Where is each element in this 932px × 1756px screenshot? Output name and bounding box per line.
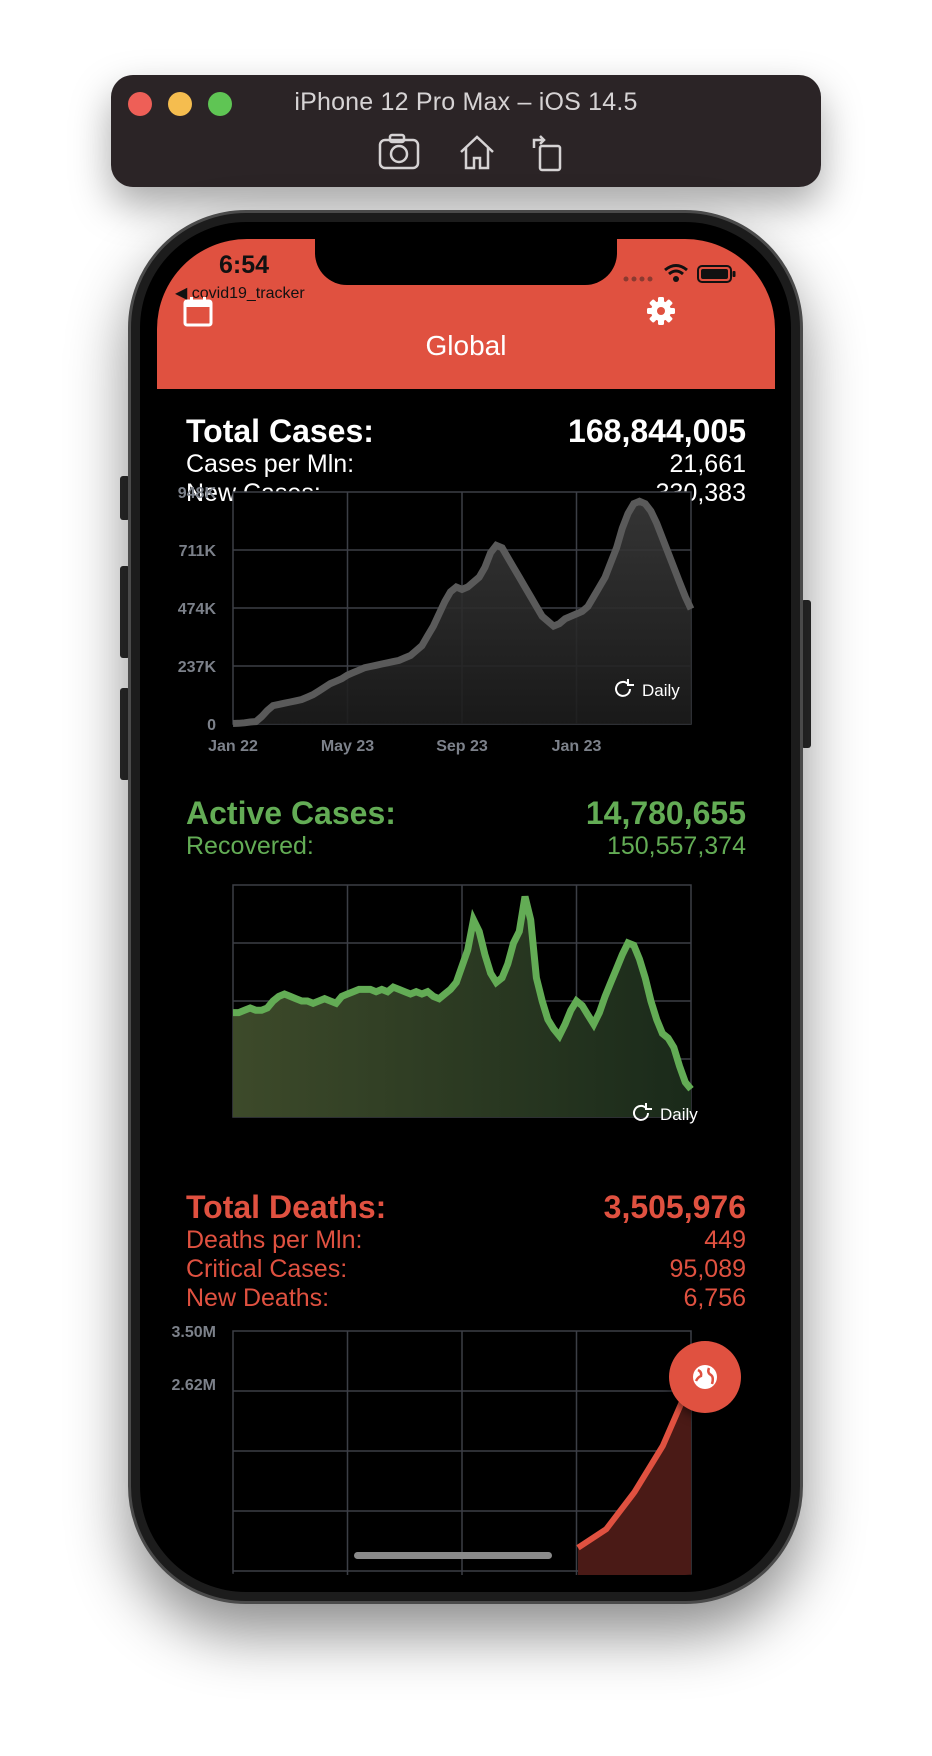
total-deaths-value: 3,505,976 bbox=[603, 1189, 746, 1225]
y-tick-label: 0 bbox=[207, 717, 216, 734]
volume-down-button bbox=[120, 688, 130, 780]
globe-icon bbox=[693, 1365, 717, 1389]
refresh-icon bbox=[633, 1103, 652, 1121]
total-deaths-label: Total Deaths: bbox=[186, 1189, 387, 1225]
new-deaths-label: New Deaths: bbox=[186, 1284, 330, 1312]
total-cases-chart[interactable]: 0 237K 474K 711K 948K Jan 22 May 23 Sep 23 Jan … bbox=[157, 239, 775, 799]
deaths-area bbox=[578, 1381, 691, 1575]
deaths-per-mln-label: Deaths per Mln: bbox=[186, 1226, 363, 1254]
x-tick-label: Jan 22 bbox=[208, 738, 258, 755]
back-to-app-link[interactable]: ◀ covid19_tracker bbox=[175, 285, 305, 302]
y-tick-label: 2.62M bbox=[172, 1377, 216, 1394]
cases-per-mln-label: Cases per Mln: bbox=[186, 450, 355, 478]
x-tick-label: May 23 bbox=[321, 738, 374, 755]
deaths-line bbox=[576, 1379, 694, 1551]
y-tick-label: 711K bbox=[179, 543, 217, 560]
signal-dots-icon bbox=[623, 276, 653, 282]
y-tick-label: 237K bbox=[178, 659, 217, 676]
x-tick-label: Jan 23 bbox=[552, 738, 602, 755]
deaths-per-mln-value: 449 bbox=[704, 1226, 746, 1254]
power-button bbox=[801, 600, 811, 748]
cases-per-mln-value: 21,661 bbox=[669, 450, 746, 478]
cases-summary: Total Cases: 168,844,005 Cases per Mln: … bbox=[186, 413, 746, 508]
home-icon[interactable] bbox=[457, 132, 497, 172]
cases-area bbox=[233, 501, 691, 724]
mute-switch bbox=[120, 476, 130, 520]
deaths-summary: Total Deaths: 3,505,976 Deaths per Mln: … bbox=[186, 1189, 746, 1313]
active-cases-chart[interactable]: Daily bbox=[157, 239, 775, 1199]
y-tick-label: 474K bbox=[178, 601, 217, 618]
total-cases-value: 168,844,005 bbox=[568, 413, 746, 449]
rotate-icon[interactable] bbox=[530, 132, 566, 172]
total-deaths-chart[interactable]: 2.62M 3.50M bbox=[157, 239, 775, 1575]
minimize-window-button[interactable] bbox=[168, 92, 192, 116]
global-view-button[interactable] bbox=[669, 1341, 741, 1413]
cases-line bbox=[232, 497, 695, 727]
daily-toggle-label: Daily bbox=[660, 1105, 698, 1124]
simulator-title: iPhone 12 Pro Max – iOS 14.5 bbox=[294, 88, 638, 116]
new-deaths-value: 6,756 bbox=[683, 1284, 746, 1312]
y-tick-label: 3.50M bbox=[172, 1324, 216, 1341]
calendar-icon[interactable] bbox=[183, 297, 213, 327]
refresh-icon bbox=[615, 679, 634, 697]
daily-toggle[interactable]: Daily bbox=[615, 679, 680, 700]
recovered-value: 150,557,374 bbox=[606, 832, 746, 860]
settings-gear-icon[interactable] bbox=[647, 297, 675, 325]
y-tick-label: 948K bbox=[178, 485, 217, 502]
critical-cases-label: Critical Cases: bbox=[186, 1255, 348, 1283]
volume-up-button bbox=[120, 566, 130, 658]
page-title: Global bbox=[425, 330, 507, 361]
total-cases-label: Total Cases: bbox=[186, 413, 374, 449]
active-cases-label: Active Cases: bbox=[186, 795, 396, 831]
critical-cases-value: 95,089 bbox=[669, 1255, 746, 1283]
active-cases-value: 14,780,655 bbox=[585, 795, 746, 831]
notch bbox=[315, 239, 617, 285]
active-summary: Active Cases: 14,780,655 Recovered: 150,… bbox=[186, 795, 746, 861]
home-indicator[interactable] bbox=[354, 1552, 552, 1559]
x-tick-label: Sep 23 bbox=[436, 738, 488, 755]
zoom-window-button[interactable] bbox=[208, 92, 232, 116]
close-window-button[interactable] bbox=[128, 92, 152, 116]
wifi-icon bbox=[664, 264, 688, 282]
daily-toggle[interactable]: Daily bbox=[633, 1103, 698, 1124]
status-time: 6:54 bbox=[219, 251, 270, 279]
active-line bbox=[233, 895, 694, 1092]
battery-icon bbox=[697, 265, 736, 283]
recovered-label: Recovered: bbox=[186, 832, 314, 860]
active-area bbox=[233, 896, 691, 1117]
app-screen: 6:54 ◀ covid19_tracker Global bbox=[157, 239, 775, 1575]
daily-toggle-label: Daily bbox=[642, 681, 680, 700]
screenshot-icon[interactable] bbox=[377, 132, 421, 172]
